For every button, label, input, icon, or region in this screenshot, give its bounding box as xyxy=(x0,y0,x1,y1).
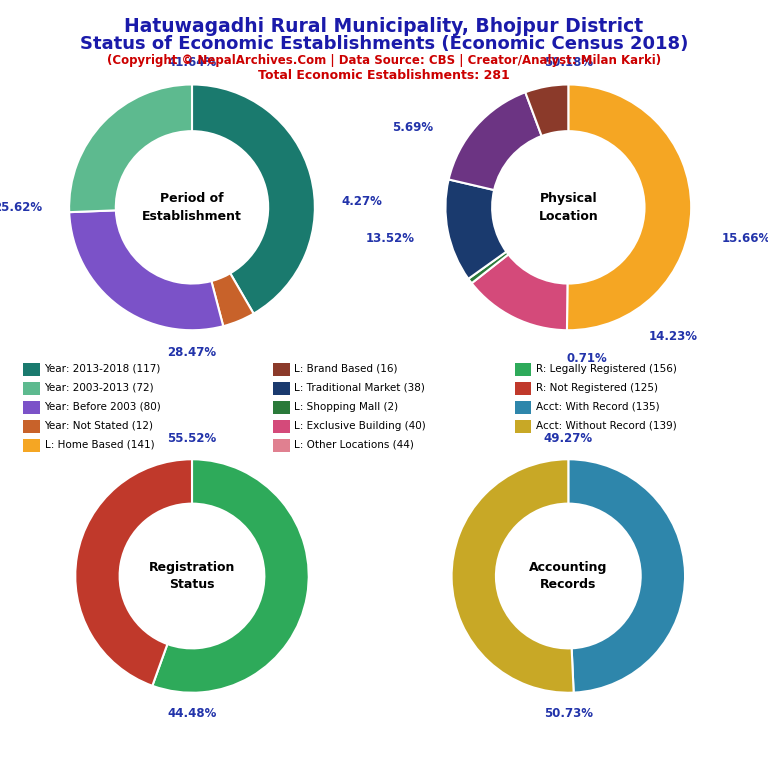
FancyBboxPatch shape xyxy=(23,363,40,376)
Text: Registration
Status: Registration Status xyxy=(149,561,235,591)
Text: Physical
Location: Physical Location xyxy=(538,192,598,223)
Circle shape xyxy=(118,134,266,281)
Text: Total Economic Establishments: 281: Total Economic Establishments: 281 xyxy=(258,69,510,82)
Circle shape xyxy=(495,134,642,281)
Text: Hatuwagadhi Rural Municipality, Bhojpur District: Hatuwagadhi Rural Municipality, Bhojpur … xyxy=(124,17,644,36)
FancyBboxPatch shape xyxy=(273,382,290,395)
Text: 25.62%: 25.62% xyxy=(0,201,42,214)
Text: 5.69%: 5.69% xyxy=(392,121,433,134)
Text: Period of
Establishment: Period of Establishment xyxy=(142,192,242,223)
Wedge shape xyxy=(211,273,253,326)
FancyBboxPatch shape xyxy=(515,382,531,395)
Wedge shape xyxy=(69,84,192,212)
Text: 0.71%: 0.71% xyxy=(566,353,607,366)
Wedge shape xyxy=(449,92,541,190)
Wedge shape xyxy=(152,459,309,693)
Text: Acct: Without Record (139): Acct: Without Record (139) xyxy=(536,421,677,431)
Text: L: Shopping Mall (2): L: Shopping Mall (2) xyxy=(294,402,399,412)
Circle shape xyxy=(122,506,262,646)
Text: L: Other Locations (44): L: Other Locations (44) xyxy=(294,440,414,450)
FancyBboxPatch shape xyxy=(23,382,40,395)
Text: Year: 2013-2018 (117): Year: 2013-2018 (117) xyxy=(45,364,161,374)
Text: 15.66%: 15.66% xyxy=(722,232,768,244)
Text: R: Not Registered (125): R: Not Registered (125) xyxy=(536,383,658,393)
Text: L: Exclusive Building (40): L: Exclusive Building (40) xyxy=(294,421,426,431)
Text: (Copyright © NepalArchives.Com | Data Source: CBS | Creator/Analyst: Milan Karki: (Copyright © NepalArchives.Com | Data So… xyxy=(107,54,661,67)
Text: Accounting
Records: Accounting Records xyxy=(529,561,607,591)
Wedge shape xyxy=(192,84,315,313)
FancyBboxPatch shape xyxy=(273,439,290,452)
Text: 49.27%: 49.27% xyxy=(544,432,593,445)
Text: 28.47%: 28.47% xyxy=(167,346,217,359)
Text: 44.48%: 44.48% xyxy=(167,707,217,720)
Text: Year: 2003-2013 (72): Year: 2003-2013 (72) xyxy=(45,383,154,393)
Wedge shape xyxy=(69,210,223,330)
Text: Year: Before 2003 (80): Year: Before 2003 (80) xyxy=(45,402,161,412)
Text: L: Traditional Market (38): L: Traditional Market (38) xyxy=(294,383,425,393)
Wedge shape xyxy=(468,252,508,283)
Text: 55.52%: 55.52% xyxy=(167,432,217,445)
Wedge shape xyxy=(568,459,685,693)
Text: 14.23%: 14.23% xyxy=(648,330,697,343)
Wedge shape xyxy=(472,254,568,330)
FancyBboxPatch shape xyxy=(273,420,290,433)
FancyBboxPatch shape xyxy=(273,363,290,376)
Text: 4.27%: 4.27% xyxy=(342,195,382,207)
FancyBboxPatch shape xyxy=(515,401,531,414)
Text: R: Legally Registered (156): R: Legally Registered (156) xyxy=(536,364,677,374)
Wedge shape xyxy=(75,459,192,686)
Text: 50.18%: 50.18% xyxy=(544,56,593,69)
Text: L: Home Based (141): L: Home Based (141) xyxy=(45,440,154,450)
FancyBboxPatch shape xyxy=(273,401,290,414)
Text: 50.73%: 50.73% xyxy=(544,707,593,720)
Wedge shape xyxy=(567,84,691,330)
Circle shape xyxy=(498,506,638,646)
FancyBboxPatch shape xyxy=(23,401,40,414)
Text: 41.64%: 41.64% xyxy=(167,56,217,69)
FancyBboxPatch shape xyxy=(515,420,531,433)
FancyBboxPatch shape xyxy=(23,420,40,433)
Wedge shape xyxy=(525,84,568,136)
Text: L: Brand Based (16): L: Brand Based (16) xyxy=(294,364,398,374)
Wedge shape xyxy=(452,459,574,693)
Text: Status of Economic Establishments (Economic Census 2018): Status of Economic Establishments (Econo… xyxy=(80,35,688,52)
Text: 13.52%: 13.52% xyxy=(366,232,415,244)
Text: Year: Not Stated (12): Year: Not Stated (12) xyxy=(45,421,154,431)
Wedge shape xyxy=(445,180,506,279)
Text: Acct: With Record (135): Acct: With Record (135) xyxy=(536,402,660,412)
FancyBboxPatch shape xyxy=(23,439,40,452)
FancyBboxPatch shape xyxy=(515,363,531,376)
